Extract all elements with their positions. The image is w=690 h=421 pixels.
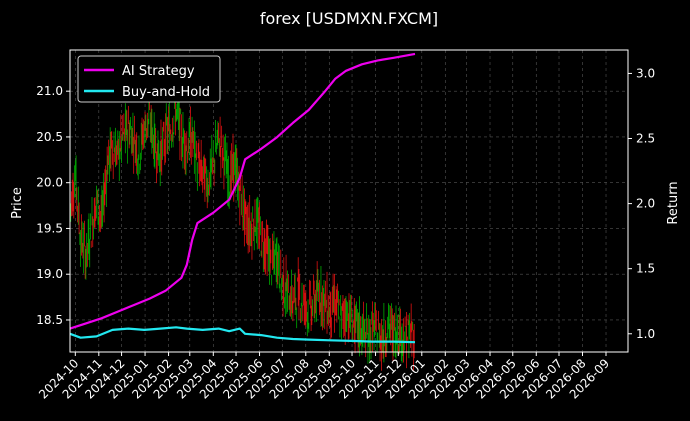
y-left-axis-label: Price xyxy=(10,187,25,219)
y-right-tick-label: 2.5 xyxy=(636,132,655,146)
legend: AI Strategy Buy-and-Hold xyxy=(77,55,221,103)
y-left-tick-label: 19.0 xyxy=(36,267,63,281)
ai-strategy-line xyxy=(69,52,416,330)
plot-frame xyxy=(69,49,629,353)
y-left-tick-label: 19.5 xyxy=(36,221,63,235)
buy-and-hold-line xyxy=(69,326,416,344)
y-right-axis-label: Return xyxy=(666,181,681,224)
y-left-tick-labels: 18.5 19.0 19.5 20.0 20.5 21.0 xyxy=(36,84,63,327)
axes xyxy=(66,49,632,356)
y-right-tick-label: 2.0 xyxy=(636,197,655,211)
chart-title: forex [USDMXN.FXCM] xyxy=(260,9,438,28)
price-candles xyxy=(69,84,415,371)
y-right-tick-labels: 1.0 1.5 2.0 2.5 3.0 xyxy=(636,66,655,340)
y-left-tick-label: 21.0 xyxy=(36,84,63,98)
legend-label-ai: AI Strategy xyxy=(122,64,195,79)
y-left-tick-label: 20.0 xyxy=(36,176,63,190)
return-lines xyxy=(69,52,416,344)
legend-label-bh: Buy-and-Hold xyxy=(122,85,210,100)
y-left-tick-label: 20.5 xyxy=(36,130,63,144)
y-right-tick-label: 1.0 xyxy=(636,327,655,341)
y-left-tick-label: 18.5 xyxy=(36,313,63,327)
y-right-tick-label: 3.0 xyxy=(636,66,655,80)
y-right-tick-label: 1.5 xyxy=(636,262,655,276)
